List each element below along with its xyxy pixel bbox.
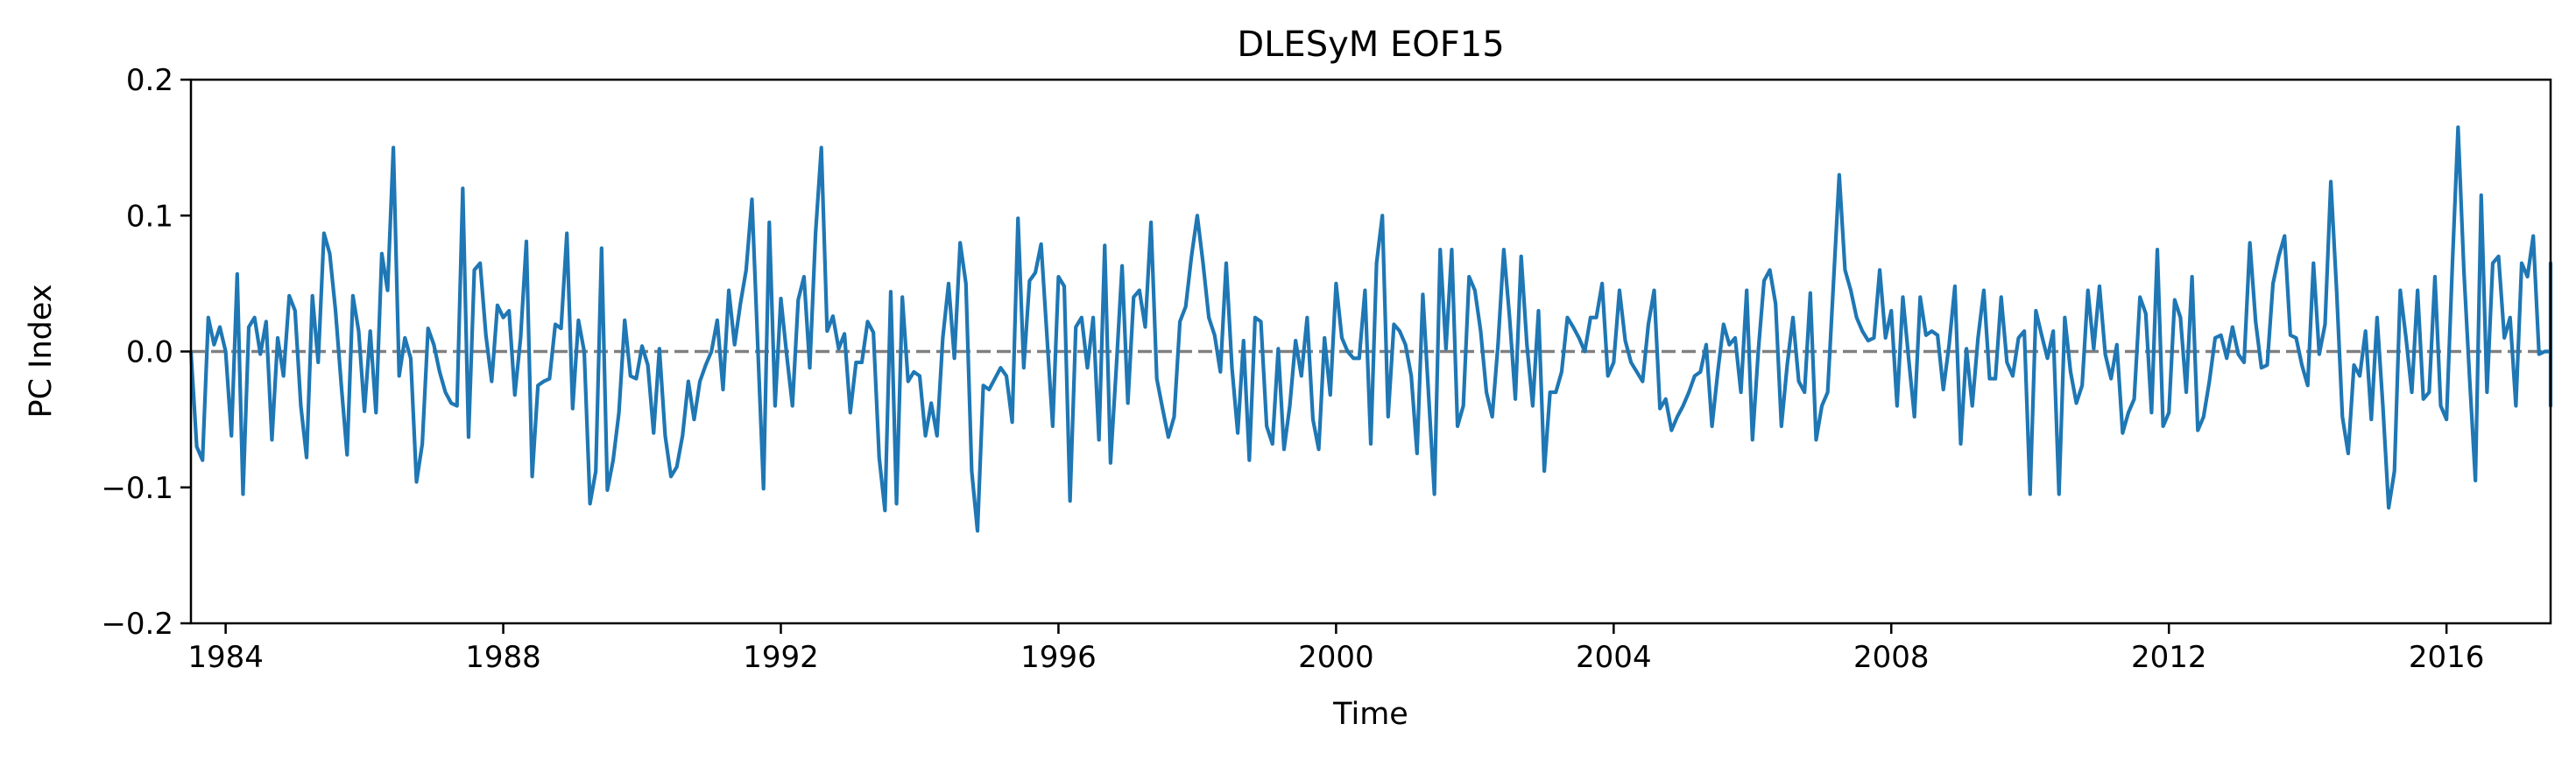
x-tick-label: 2008	[1853, 640, 1930, 675]
x-tick-label: 2000	[1298, 640, 1374, 675]
x-tick-label: 1984	[187, 640, 264, 675]
y-tick-label: 0.2	[126, 63, 173, 98]
plot-area	[188, 78, 2553, 625]
x-tick-label: 2016	[2409, 640, 2485, 675]
x-tick-label: 1992	[743, 640, 819, 675]
pc-index-series-line	[188, 125, 2553, 533]
y-axis: −0.2 −0.1 0.0 0.1 0.2	[101, 63, 191, 642]
y-tick-label: −0.1	[101, 471, 173, 506]
y-axis-label: PC Index	[24, 284, 59, 418]
chart-title: DLESyM EOF15	[1237, 25, 1504, 65]
y-tick-label: −0.2	[101, 607, 173, 642]
x-tick-label: 1988	[465, 640, 541, 675]
x-axis-label: Time	[1332, 697, 1408, 732]
y-tick-label: 0.1	[126, 199, 173, 234]
x-tick-label: 2004	[1576, 640, 1652, 675]
y-tick-label: 0.0	[126, 335, 173, 370]
x-tick-label: 2012	[2131, 640, 2207, 675]
x-axis: 1984 1988 1992 1996 2000 2004 2008 2012 2016	[187, 623, 2484, 675]
x-tick-label: 1996	[1020, 640, 1097, 675]
